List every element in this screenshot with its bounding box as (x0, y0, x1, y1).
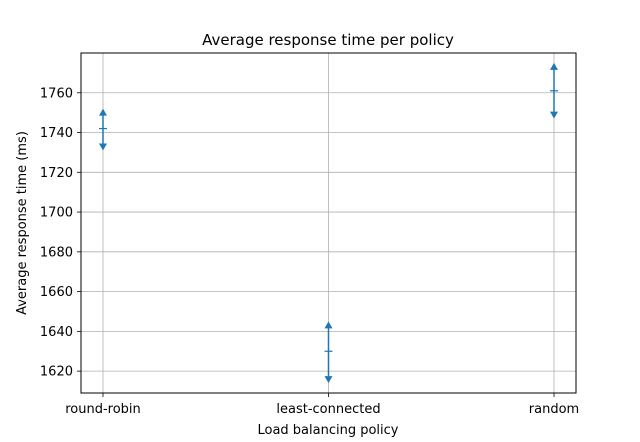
upper-cap-marker (324, 321, 333, 329)
x-tick-label: round-robin (65, 402, 141, 417)
chart-title: Average response time per policy (202, 31, 454, 49)
lower-cap-marker (550, 111, 558, 119)
y-tick-label: 1760 (40, 86, 73, 101)
data-marks (99, 62, 558, 384)
x-axis: round-robin least-connected random (65, 393, 579, 417)
lower-cap-marker (99, 143, 107, 151)
upper-cap-marker (550, 62, 558, 70)
x-tick-label: least-connected (276, 402, 380, 417)
y-tick-label: 1700 (40, 206, 73, 221)
y-tick-label: 1740 (40, 126, 73, 141)
x-axis-label: Load balancing policy (257, 423, 398, 438)
y-tick-label: 1720 (40, 166, 73, 181)
y-tick-label: 1660 (40, 285, 73, 300)
y-tick-label: 1620 (40, 365, 73, 380)
lower-cap-marker (324, 376, 333, 384)
upper-cap-marker (99, 108, 107, 116)
y-tick-label: 1640 (40, 325, 73, 340)
y-axis-label: Average response time (ms) (15, 131, 30, 315)
x-tick-label: random (529, 402, 579, 417)
y-tick-label: 1680 (40, 245, 73, 260)
y-axis: 1620 1640 1660 1680 1700 1720 1740 1760 (40, 86, 81, 380)
